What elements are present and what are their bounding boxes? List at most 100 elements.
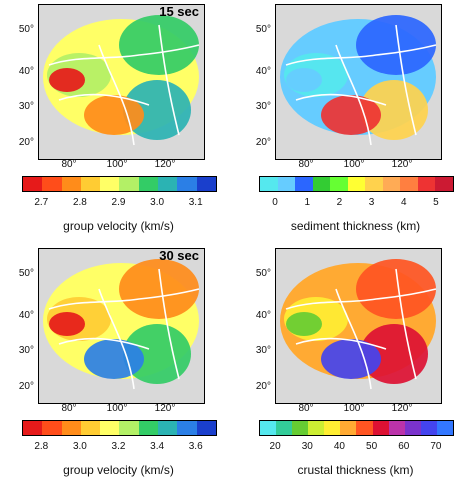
- lat-label-20: 20°: [255, 137, 271, 148]
- colorbar-tick-label: 3: [368, 197, 375, 208]
- colorbar-segment: [119, 421, 139, 435]
- panel-sediment-thickness: 50° 40° 30° 20° 80° 100° 120° 0 1 2 3 4 5 sed…: [237, 0, 474, 244]
- colorbar-segment: [138, 421, 159, 435]
- lat-label-30: 30°: [18, 101, 34, 112]
- colorbar-segment: [100, 421, 120, 435]
- map-field-region: [356, 15, 436, 75]
- map-frame: [38, 248, 205, 404]
- colorbar-segment: [61, 421, 81, 435]
- lon-label-100: 100°: [106, 403, 128, 414]
- map-field-region: [321, 95, 381, 135]
- colorbar-tick-label: 3.2: [111, 441, 126, 452]
- tectonic-boundary-line: [158, 24, 180, 136]
- colorbar-segment: [158, 421, 178, 435]
- lon-label-80: 80°: [298, 159, 314, 170]
- period-label: 30 sec: [159, 248, 199, 263]
- colorbar-segment: [340, 421, 357, 435]
- colorbar-segment: [372, 421, 389, 435]
- lat-label-40: 40°: [18, 310, 34, 321]
- tectonic-boundary-line: [285, 44, 437, 66]
- map-field-region: [356, 259, 436, 319]
- lon-label-80: 80°: [298, 403, 314, 414]
- colorbar-segment: [292, 421, 309, 435]
- lat-label-20: 20°: [18, 137, 34, 148]
- colorbar-segment: [420, 421, 437, 435]
- colorbar-segment: [260, 421, 277, 435]
- tectonic-boundary-line: [98, 288, 135, 390]
- colorbar: [22, 420, 217, 436]
- map-field-region: [286, 68, 322, 92]
- lon-label-120: 120°: [391, 403, 413, 414]
- tectonic-boundary-line: [295, 337, 387, 350]
- colorbar-title: group velocity (km/s): [63, 463, 174, 477]
- lat-label-20: 20°: [18, 381, 34, 392]
- lat-label-50: 50°: [255, 24, 271, 35]
- colorbar-segment: [42, 421, 62, 435]
- colorbar-segment: [324, 421, 341, 435]
- map-field-region: [286, 312, 322, 336]
- colorbar-tick-label: 40: [333, 441, 345, 452]
- map-field-region: [123, 324, 191, 384]
- tectonic-boundary-line: [58, 337, 150, 350]
- colorbar-segment: [388, 421, 405, 435]
- tectonic-boundary-line: [295, 93, 387, 106]
- colorbar-segment: [100, 177, 120, 191]
- colorbar-tick-label: 0: [272, 197, 278, 208]
- colorbar-tick-label: 1: [304, 197, 311, 208]
- lat-label-40: 40°: [255, 310, 271, 321]
- colorbar-title: sediment thickness (km): [290, 219, 421, 233]
- colorbar-segment: [347, 177, 366, 191]
- colorbar-tick-label: 3.6: [188, 441, 203, 452]
- panel-crustal-thickness: 50° 40° 30° 20° 80° 100° 120° 20 30 40 50 60…: [237, 244, 474, 488]
- map-field-region: [49, 68, 85, 92]
- colorbar-tick-label: 70: [430, 441, 442, 452]
- map-field-region: [360, 324, 428, 384]
- colorbar-segment: [260, 177, 278, 191]
- map-field-region: [321, 339, 381, 379]
- colorbar-tick-label: 2: [336, 197, 343, 208]
- map-frame: [275, 248, 442, 404]
- colorbar-tick-label: 3.0: [72, 441, 87, 452]
- period-label: 15 sec: [159, 4, 199, 19]
- tectonic-boundary-line: [98, 44, 135, 146]
- map-image: [39, 5, 204, 159]
- lon-label-80: 80°: [61, 403, 77, 414]
- lat-label-30: 30°: [255, 345, 271, 356]
- tectonic-boundary-line: [335, 288, 372, 390]
- colorbar-segment: [23, 421, 43, 435]
- colorbar-segment: [400, 177, 418, 191]
- colorbar-tick-label: 2.8: [34, 441, 49, 452]
- colorbar-tick-label: 20: [269, 441, 281, 452]
- lat-label-50: 50°: [18, 24, 34, 35]
- map-field-region: [360, 80, 428, 140]
- lon-label-100: 100°: [106, 159, 128, 170]
- colorbar-segment: [80, 421, 101, 435]
- lat-label-40: 40°: [255, 66, 271, 77]
- colorbar-tick-label: 3.0: [150, 197, 165, 208]
- colorbar-title: crustal thickness (km): [297, 463, 414, 477]
- colorbar-segment: [158, 177, 178, 191]
- colorbar-segment: [308, 421, 325, 435]
- colorbar-segment: [330, 177, 348, 191]
- map-field-region: [49, 312, 85, 336]
- colorbar-segment: [404, 421, 421, 435]
- map-field-region: [123, 80, 191, 140]
- map-field-region: [119, 259, 199, 319]
- tectonic-boundary-line: [395, 24, 417, 136]
- colorbar-segment: [382, 177, 401, 191]
- lat-label-30: 30°: [255, 101, 271, 112]
- colorbar: [259, 176, 454, 192]
- lat-label-50: 50°: [18, 268, 34, 279]
- lon-label-100: 100°: [343, 159, 365, 170]
- colorbar-segment: [276, 421, 293, 435]
- colorbar-segment: [417, 177, 436, 191]
- colorbar-tick-label: 3.4: [150, 441, 165, 452]
- colorbar-segment: [435, 177, 453, 191]
- tectonic-boundary-line: [58, 93, 150, 106]
- lon-label-100: 100°: [343, 403, 365, 414]
- lat-label-40: 40°: [18, 66, 34, 77]
- colorbar-tick-label: 2.9: [111, 197, 126, 208]
- colorbar-tick-label: 2.8: [72, 197, 87, 208]
- colorbar-segment: [356, 421, 373, 435]
- lat-label-30: 30°: [18, 345, 34, 356]
